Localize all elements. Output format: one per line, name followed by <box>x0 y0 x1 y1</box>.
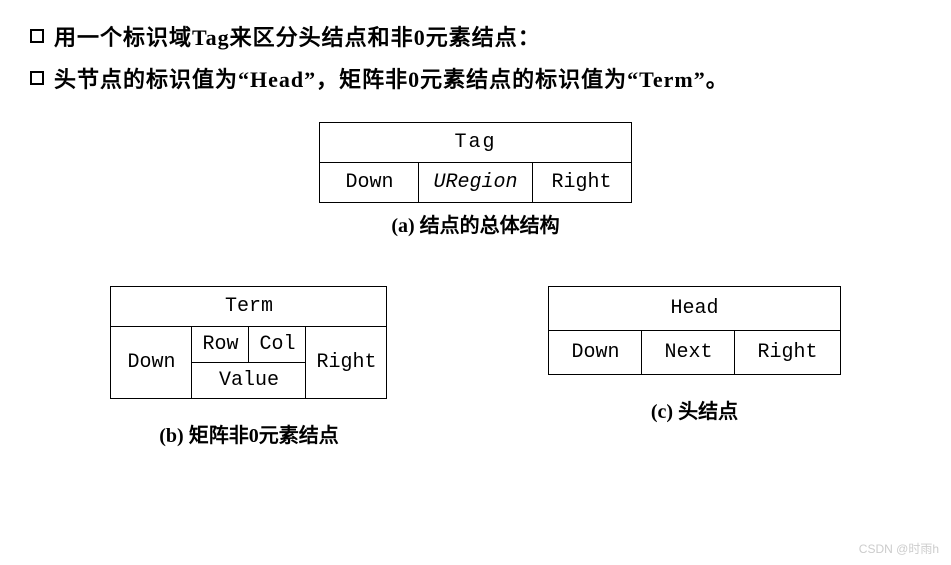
text-segment: 元素结点： <box>426 25 541 50</box>
bullet-1-text: 用一个标识域Tag来区分头结点和非0元素结点： <box>54 20 541 52</box>
col-cell: Col <box>249 327 306 363</box>
right-cell: Right <box>532 163 631 203</box>
text-segment: ”。 <box>694 67 729 92</box>
bullet-line-2: 头节点的标识值为“Head”，矩阵非0元素结点的标识值为“Term”。 <box>30 62 921 94</box>
bullet-marker-icon <box>30 29 44 43</box>
text-segment: 用一个标识域 <box>54 25 192 50</box>
caption-b: (b) 矩阵非0元素结点 <box>159 419 338 448</box>
diagram-b: Term Down Row Col Right Value (b) 矩阵非0元素… <box>110 286 387 448</box>
caption-text: 头结点 <box>673 401 738 423</box>
caption-label: (c) <box>651 401 673 423</box>
diagram-a: Tag Down URegion Right (a) 结点的总体结构 <box>319 122 631 238</box>
down-cell: Down <box>111 327 192 399</box>
text-segment: 元素结点的标识值为“ <box>420 67 639 92</box>
right-cell: Right <box>735 331 840 375</box>
term-keyword: Term <box>639 67 694 92</box>
bullet-2-text: 头节点的标识值为“Head”，矩阵非0元素结点的标识值为“Term”。 <box>54 62 729 94</box>
caption-a: (a) 结点的总体结构 <box>391 209 559 238</box>
caption-text: 矩阵非 <box>184 425 249 447</box>
caption-label: (a) <box>391 215 414 237</box>
text-segment: 来区分头结点和非 <box>230 25 414 50</box>
down-cell: Down <box>320 163 419 203</box>
bullet-marker-icon <box>30 71 44 85</box>
caption-label: (b) <box>159 425 183 447</box>
head-node-table: Head Down Next Right <box>548 286 840 375</box>
diagram-a-container: Tag Down URegion Right (a) 结点的总体结构 <box>30 122 921 238</box>
node-structure-table: Tag Down URegion Right <box>319 122 631 203</box>
caption-text: 结点的总体结构 <box>415 215 560 237</box>
down-cell: Down <box>549 331 642 375</box>
zero-keyword: 0 <box>414 25 426 50</box>
value-cell: Value <box>192 363 306 399</box>
next-cell: Next <box>642 331 735 375</box>
caption-c: (c) 头结点 <box>651 395 738 424</box>
term-cell: Term <box>111 287 387 327</box>
tag-keyword: Tag <box>192 25 230 50</box>
row-cell: Row <box>192 327 249 363</box>
term-node-table: Term Down Row Col Right Value <box>110 286 387 399</box>
zero-keyword: 0 <box>249 425 259 447</box>
text-segment: ”，矩阵非 <box>304 67 408 92</box>
diagrams-bottom-row: Term Down Row Col Right Value (b) 矩阵非0元素… <box>30 286 921 448</box>
bullet-line-1: 用一个标识域Tag来区分头结点和非0元素结点： <box>30 20 921 52</box>
text-segment: 头节点的标识值为“ <box>54 67 250 92</box>
right-cell: Right <box>306 327 387 399</box>
zero-keyword: 0 <box>408 67 420 92</box>
watermark: CSDN @时雨h <box>859 540 939 557</box>
caption-text: 元素结点 <box>259 425 339 447</box>
tag-cell: Tag <box>320 123 631 163</box>
uregion-cell: URegion <box>419 163 532 203</box>
diagram-c: Head Down Next Right (c) 头结点 <box>548 286 840 424</box>
head-cell: Head <box>549 287 840 331</box>
head-keyword: Head <box>250 67 304 92</box>
